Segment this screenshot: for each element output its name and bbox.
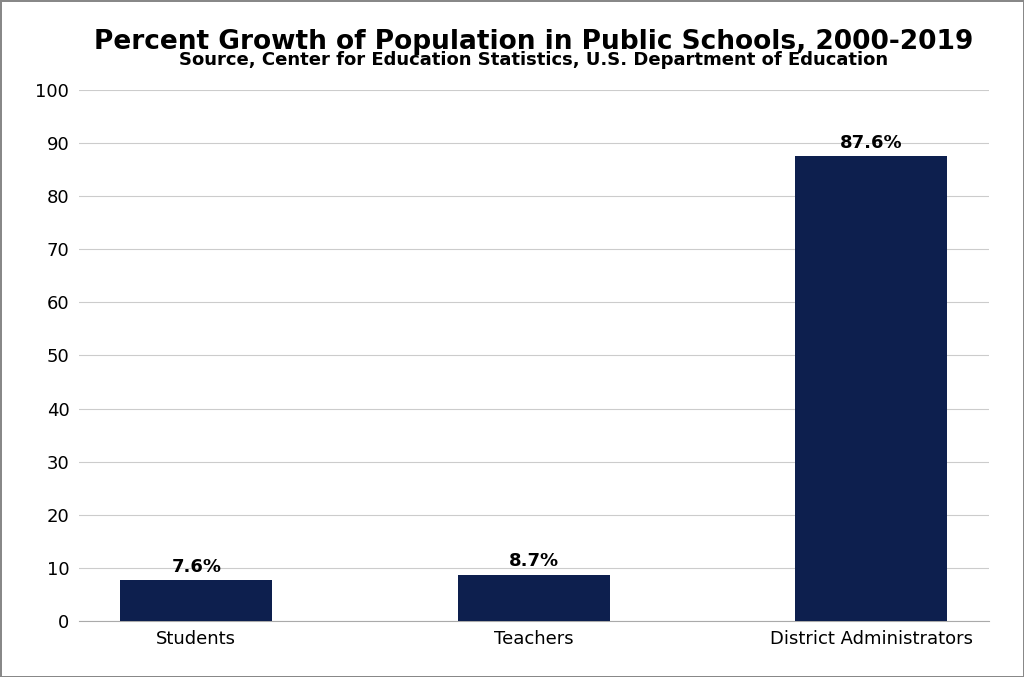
- Bar: [121, 580, 272, 621]
- Bar: [796, 156, 947, 621]
- Text: 8.7%: 8.7%: [509, 552, 559, 570]
- Text: 7.6%: 7.6%: [171, 558, 221, 576]
- Bar: [458, 575, 609, 621]
- Text: 87.6%: 87.6%: [840, 134, 902, 152]
- Text: Source, Center for Education Statistics, U.S. Department of Education: Source, Center for Education Statistics,…: [179, 51, 889, 69]
- Title: Percent Growth of Population in Public Schools, 2000-2019: Percent Growth of Population in Public S…: [94, 28, 974, 55]
